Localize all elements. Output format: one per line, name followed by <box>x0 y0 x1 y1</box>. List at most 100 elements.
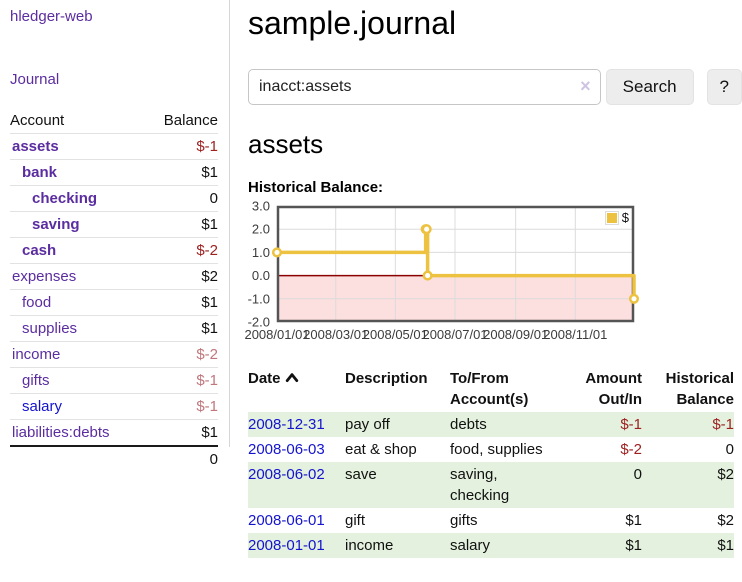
sidebar-account-link[interactable]: checking <box>32 190 98 207</box>
accounts-total-row: 0 <box>10 445 218 472</box>
svg-text:0.0: 0.0 <box>252 268 270 283</box>
historical-balance-chart: 3.0 2.0 1.0 0.0 -1.0 -2.0 2008/01/01 2008/03/01… <box>244 199 742 348</box>
chart-heading: Historical Balance: <box>248 179 384 196</box>
transaction-accounts: debts <box>450 416 487 433</box>
svg-text:1.0: 1.0 <box>252 245 270 260</box>
account-row: income $-2 <box>10 341 218 368</box>
sidebar-account-link[interactable]: cash <box>22 242 57 259</box>
transaction-accounts: gifts <box>450 512 478 529</box>
transaction-accounts: saving, checking <box>450 466 510 504</box>
transaction-date-cell: 2008-06-03 <box>248 437 345 462</box>
account-row: food $1 <box>10 289 218 316</box>
transaction-date-cell: 2008-06-02 <box>248 462 345 508</box>
transaction-description: pay off <box>345 416 390 433</box>
column-header-description: Description <box>345 370 428 387</box>
main-content: sample.journal × Search ? assets Histori… <box>244 0 742 558</box>
account-row: bank $1 <box>10 159 218 186</box>
account-balance: $-2 <box>114 237 218 264</box>
transaction-row: 2008-06-01 gift gifts $1 $2 <box>248 508 734 533</box>
legend-swatch-icon <box>604 210 619 225</box>
transaction-description: income <box>345 537 394 554</box>
transaction-date-link[interactable]: 2008-06-03 <box>248 441 325 458</box>
app-title-link[interactable]: hledger-web <box>10 8 93 25</box>
svg-text:2008/05/01: 2008/05/01 <box>363 327 428 342</box>
transaction-row: 2008-12-31 pay off debts $-1 $-1 <box>248 412 734 437</box>
svg-text:2.0: 2.0 <box>252 222 270 237</box>
transaction-accounts: salary <box>450 537 491 554</box>
svg-text:2008/11/01: 2008/11/01 <box>543 327 607 342</box>
account-balance: $2 <box>114 263 218 290</box>
search-bar: × Search ? <box>248 69 742 105</box>
accounts-total-value: 0 <box>114 445 218 472</box>
help-button[interactable]: ? <box>706 69 742 105</box>
page-title: sample.journal <box>248 5 457 41</box>
sidebar-account-link[interactable]: supplies <box>22 320 78 337</box>
column-header-amount: Amount Out/In <box>585 370 642 408</box>
sidebar-account-link[interactable]: bank <box>22 164 58 181</box>
transaction-amount: $-1 <box>620 416 642 433</box>
transaction-row: 2008-01-01 income salary $1 $1 <box>248 533 734 558</box>
account-balance: $-1 <box>114 133 218 160</box>
transaction-balance: $-1 <box>712 416 734 433</box>
account-row: supplies $1 <box>10 315 218 342</box>
sidebar-item-journal[interactable]: Journal <box>10 71 60 88</box>
sidebar-account-link[interactable]: assets <box>12 138 59 155</box>
sort-ascending-icon <box>285 368 299 389</box>
clear-search-icon[interactable]: × <box>580 76 591 96</box>
sidebar-account-link[interactable]: food <box>22 294 52 311</box>
transaction-balance: $2 <box>717 512 734 529</box>
transaction-date-cell: 2008-12-31 <box>248 412 345 437</box>
svg-text:2008/03/01: 2008/03/01 <box>303 327 368 342</box>
sidebar-account-link[interactable]: gifts <box>22 372 50 389</box>
search-button[interactable]: Search <box>605 69 694 105</box>
transaction-date-link[interactable]: 2008-12-31 <box>248 416 325 433</box>
accounts-table: Account Balance assets $-1 bank $1 checking 0… <box>10 108 218 472</box>
transaction-description: eat & shop <box>345 441 417 458</box>
svg-text:2008/07/01: 2008/07/01 <box>422 327 487 342</box>
transaction-date-cell: 2008-06-01 <box>248 508 345 533</box>
svg-text:-1.0: -1.0 <box>248 291 270 306</box>
account-row: checking 0 <box>10 185 218 212</box>
chart-plot-area: 3.0 2.0 1.0 0.0 -1.0 -2.0 2008/01/01 2008/03/01… <box>244 199 640 342</box>
accounts-header-row: Account Balance <box>10 108 218 134</box>
sidebar-account-link[interactable]: salary <box>22 398 63 415</box>
svg-text:2008/01/01: 2008/01/01 <box>244 327 309 342</box>
account-balance: $-1 <box>114 367 218 394</box>
transaction-description: save <box>345 466 377 483</box>
chart-legend: $ <box>602 209 631 226</box>
svg-text:2008/09/01: 2008/09/01 <box>483 327 548 342</box>
account-balance: $-1 <box>114 393 218 420</box>
search-input-wrap: × <box>248 69 601 105</box>
transaction-date-link[interactable]: 2008-01-01 <box>248 537 325 554</box>
transaction-balance: $1 <box>717 537 734 554</box>
accounts-header-account: Account <box>10 112 65 129</box>
column-header-date[interactable]: Date <box>248 368 345 412</box>
transaction-row: 2008-06-02 save saving, checking 0 $2 <box>248 462 734 508</box>
account-balance: $1 <box>114 159 218 186</box>
search-input[interactable] <box>248 69 601 105</box>
transactions-table: Date Description To/From Account(s) Amou… <box>248 368 734 558</box>
account-row: saving $1 <box>10 211 218 238</box>
account-balance: 0 <box>114 185 218 212</box>
sidebar-account-link[interactable]: income <box>12 346 61 363</box>
legend-label: $ <box>621 210 629 225</box>
transaction-amount: $1 <box>625 537 642 554</box>
column-header-balance: Historical Balance <box>665 370 734 408</box>
transaction-date-link[interactable]: 2008-06-01 <box>248 512 325 529</box>
transaction-date-link[interactable]: 2008-06-02 <box>248 466 325 483</box>
transaction-amount: $-2 <box>620 441 642 458</box>
sidebar-account-link[interactable]: saving <box>32 216 80 233</box>
transaction-amount: $1 <box>625 512 642 529</box>
account-row: expenses $2 <box>10 263 218 290</box>
sidebar-account-link[interactable]: expenses <box>12 268 77 285</box>
sidebar-account-link[interactable]: liabilities:debts <box>12 424 110 441</box>
transaction-row: 2008-06-03 eat & shop food, supplies $-2 0 <box>248 437 734 462</box>
transaction-description: gift <box>345 512 366 529</box>
sidebar: hledger-web Journal Account Balance asse… <box>0 0 230 472</box>
transaction-date-cell: 2008-01-01 <box>248 533 345 558</box>
transaction-balance: $2 <box>717 466 734 483</box>
accounts-header-balance: Balance <box>163 112 218 129</box>
account-row: salary $-1 <box>10 393 218 420</box>
svg-text:3.0: 3.0 <box>252 199 270 214</box>
